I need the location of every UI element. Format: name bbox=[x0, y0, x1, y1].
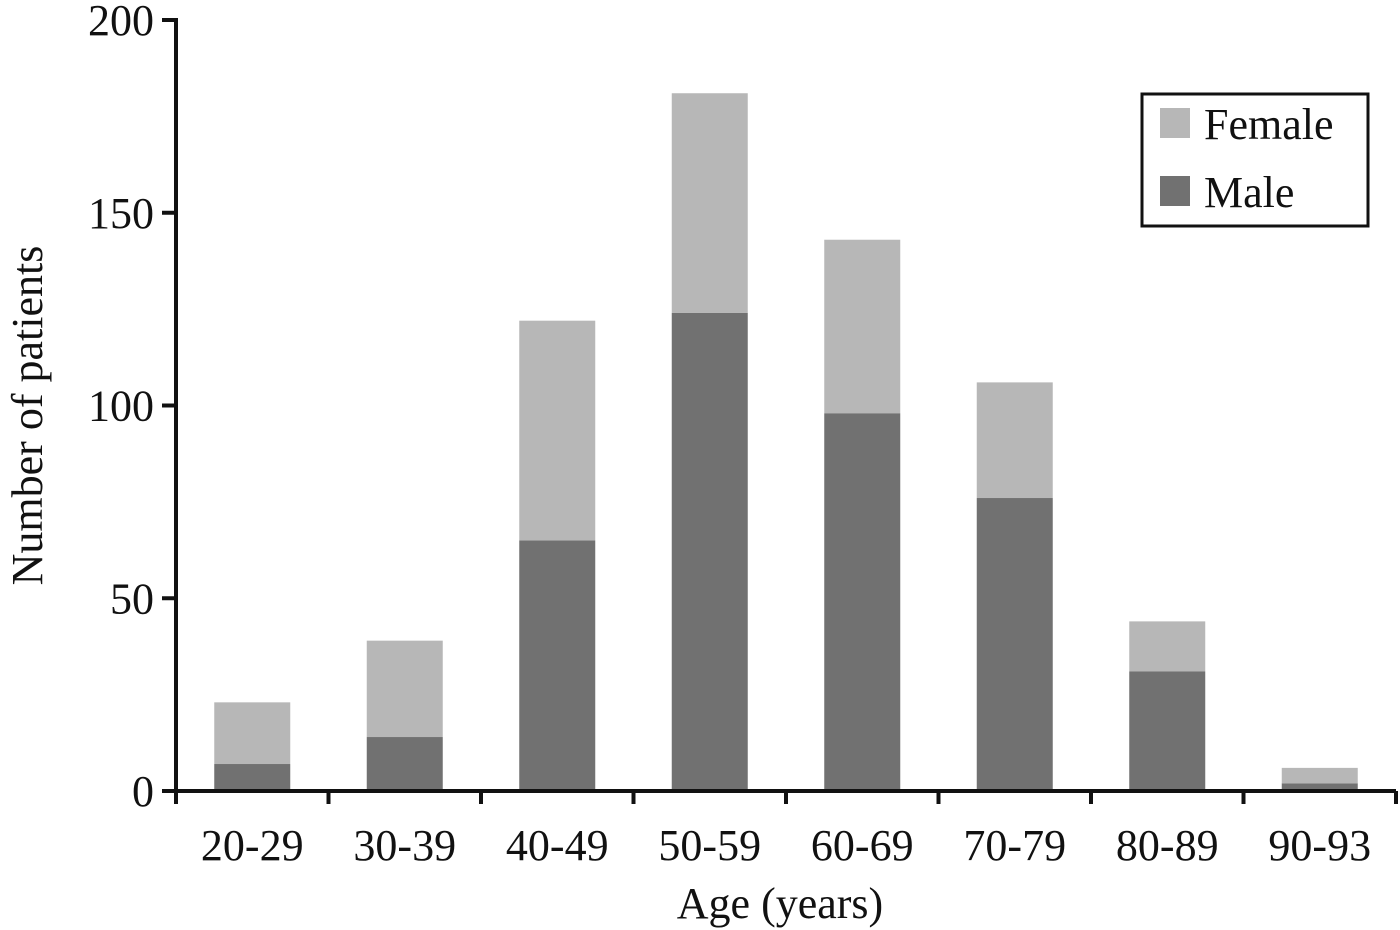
x-tick-label: 60-69 bbox=[811, 821, 914, 870]
bar-female-40-49 bbox=[519, 320, 596, 541]
x-tick-label: 70-79 bbox=[963, 821, 1066, 870]
bar-male-70-79 bbox=[976, 498, 1053, 791]
x-tick-label: 90-93 bbox=[1268, 821, 1371, 870]
y-tick-label: 150 bbox=[88, 189, 154, 238]
x-tick-label: 40-49 bbox=[506, 821, 609, 870]
bar-male-60-69 bbox=[824, 413, 901, 791]
bar-female-60-69 bbox=[824, 239, 901, 414]
x-tick-label: 80-89 bbox=[1116, 821, 1219, 870]
bar-female-30-39 bbox=[366, 640, 443, 738]
legend-swatch-female bbox=[1160, 108, 1190, 138]
bar-male-50-59 bbox=[671, 312, 748, 791]
y-tick-label: 0 bbox=[132, 767, 154, 816]
x-tick-label: 50-59 bbox=[658, 821, 761, 870]
bar-male-30-39 bbox=[366, 737, 443, 791]
bars-layer bbox=[214, 93, 1358, 791]
bar-female-20-29 bbox=[214, 702, 291, 765]
bar-female-50-59 bbox=[671, 93, 748, 313]
bar-male-20-29 bbox=[214, 764, 291, 791]
bar-female-90-93 bbox=[1281, 767, 1358, 784]
y-tick-label: 200 bbox=[88, 0, 154, 45]
bar-male-80-89 bbox=[1129, 671, 1206, 791]
legend: Female Male bbox=[1140, 92, 1370, 228]
x-tick-label: 30-39 bbox=[353, 821, 456, 870]
x-axis-title: Age (years) bbox=[677, 879, 883, 928]
y-axis-title: Number of patients bbox=[3, 246, 52, 586]
bar-male-40-49 bbox=[519, 540, 596, 791]
legend-label-male: Male bbox=[1204, 168, 1294, 217]
bar-male-90-93 bbox=[1281, 783, 1358, 791]
y-tick-label: 100 bbox=[88, 382, 154, 431]
legend-swatch-male bbox=[1160, 176, 1190, 206]
x-tick-label: 20-29 bbox=[201, 821, 304, 870]
legend-label-female: Female bbox=[1204, 100, 1334, 149]
x-ticks: 20-29 30-39 40-49 50-59 60-69 70-79 80-89 90-93 bbox=[174, 791, 1398, 870]
y-ticks: 0 50 100 150 200 bbox=[88, 0, 176, 816]
y-tick-label: 50 bbox=[110, 574, 154, 623]
bar-female-70-79 bbox=[976, 382, 1053, 499]
bar-female-80-89 bbox=[1129, 621, 1206, 672]
